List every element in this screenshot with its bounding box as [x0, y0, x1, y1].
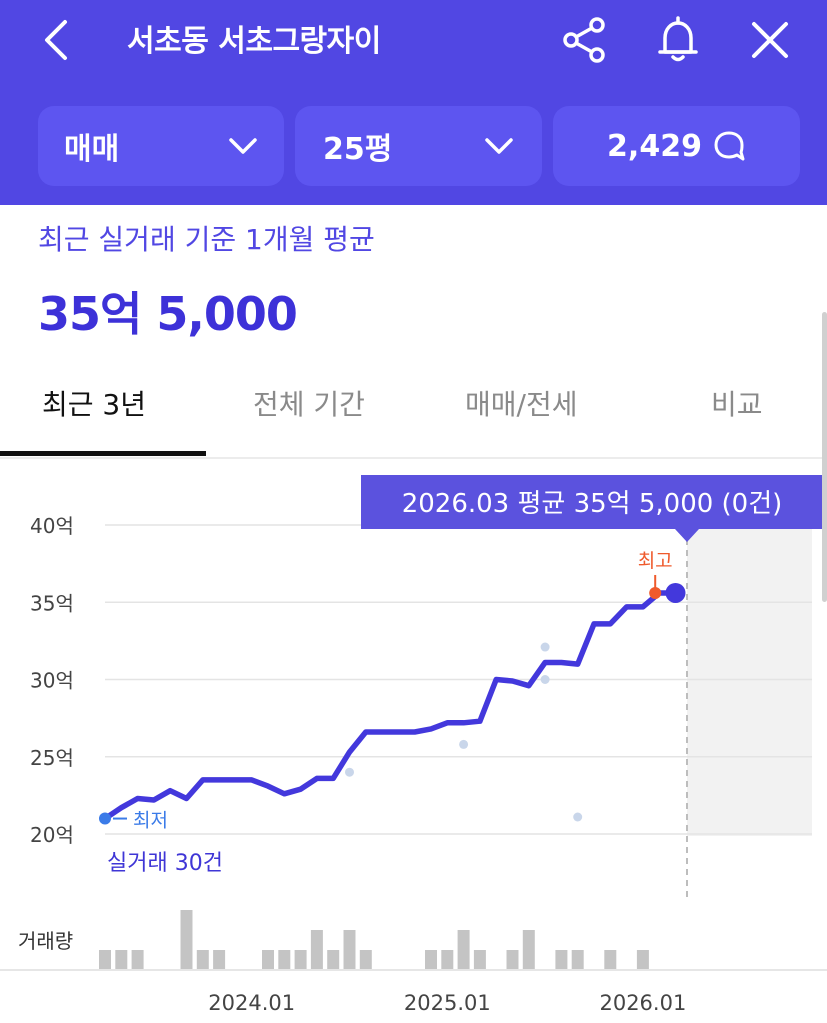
- max-point: [649, 586, 662, 599]
- volume-bar: [522, 930, 535, 970]
- scatter-point: [540, 642, 550, 652]
- volume-bar: [131, 950, 144, 970]
- volume-bar: [359, 950, 372, 970]
- deal-type-select[interactable]: 매매: [38, 106, 284, 186]
- chevron-left-icon: [45, 20, 67, 60]
- back-button[interactable]: [28, 12, 84, 68]
- min-label: 최저: [133, 810, 168, 832]
- min-point: [99, 812, 111, 825]
- speech-bubble-icon: [714, 131, 745, 161]
- scatter-point: [345, 767, 354, 777]
- period-tabs: 최근 3년 전체 기간 매매/전세 비교: [0, 365, 827, 459]
- close-icon: [752, 22, 788, 58]
- close-button[interactable]: [742, 12, 798, 68]
- volume-bar: [604, 950, 617, 970]
- page-title: 서초동 서초그랑자이: [127, 24, 381, 59]
- x-tick-label: 2025.01: [404, 991, 491, 1015]
- y-tick-label: 40억: [30, 514, 74, 538]
- scatter-point: [540, 675, 550, 684]
- summary-label: 최근 실거래 기준 1개월 평균: [38, 223, 375, 256]
- future-period-shade: [687, 528, 812, 836]
- trade-count-label: 실거래 30건: [107, 851, 223, 876]
- volume-bar: [196, 950, 209, 970]
- volume-bar: [278, 950, 291, 970]
- scrollbar[interactable]: [822, 312, 827, 602]
- y-tick-label: 30억: [30, 669, 74, 693]
- tab-compare[interactable]: 비교: [711, 388, 763, 421]
- chart-tooltip: 2026.03 평균 35억 5,000 (0건): [361, 475, 823, 542]
- x-tick-label: 2024.01: [208, 991, 295, 1015]
- x-tick-label: 2026.01: [599, 991, 686, 1015]
- scatter-point: [459, 739, 469, 749]
- active-tab-indicator: [0, 451, 206, 456]
- volume-bar: [571, 950, 584, 970]
- volume-bar: [506, 950, 519, 970]
- y-tick-label: 35억: [30, 591, 74, 615]
- volume-bar: [441, 950, 454, 970]
- volume-bar: [180, 910, 193, 970]
- volume-bar: [115, 950, 128, 970]
- chevron-down-icon: [229, 138, 257, 154]
- volume-bar: [636, 950, 649, 970]
- tooltip-text: 2026.03 평균 35억 5,000 (0건): [402, 489, 783, 519]
- share-icon: [563, 17, 605, 63]
- chart-grid: 20억 25억 30억 35억 40억: [30, 514, 812, 847]
- volume-bar: [310, 930, 323, 970]
- comment-count: 2,429: [607, 128, 702, 164]
- comments-button[interactable]: 2,429: [553, 106, 800, 186]
- share-button[interactable]: [556, 12, 612, 68]
- volume-bar: [473, 950, 486, 970]
- y-tick-label: 20억: [30, 823, 74, 847]
- volume-bar: [99, 950, 111, 970]
- volume-bar: [425, 950, 437, 970]
- volume-label: 거래량: [18, 929, 73, 953]
- volume-bars: [99, 910, 649, 970]
- chevron-down-icon: [485, 138, 513, 154]
- size-value: 25평: [323, 132, 393, 167]
- volume-bar: [294, 950, 307, 970]
- volume-bar: [457, 930, 470, 970]
- volume-bar: [327, 950, 340, 970]
- tab-sale-jeonse[interactable]: 매매/전세: [465, 388, 578, 421]
- volume-bar: [262, 950, 274, 970]
- volume-bar: [555, 950, 568, 970]
- tab-all-period[interactable]: 전체 기간: [253, 388, 365, 421]
- tab-recent-3-years[interactable]: 최근 3년: [42, 388, 146, 421]
- volume-bar: [343, 930, 356, 970]
- y-tick-label: 25억: [30, 746, 74, 770]
- volume-bar: [213, 950, 226, 970]
- size-select[interactable]: 25평: [295, 106, 542, 186]
- scatter-points: [345, 642, 583, 822]
- bell-icon: [658, 16, 698, 62]
- app-header: 서초동 서초그랑자이 매매 25평: [0, 0, 827, 205]
- current-point[interactable]: [665, 582, 686, 603]
- max-label: 최고: [638, 550, 673, 572]
- price-line: [102, 590, 679, 822]
- average-price: 35억 5,000: [38, 287, 298, 341]
- deal-type-value: 매매: [64, 132, 120, 167]
- scatter-point: [573, 812, 583, 822]
- alarm-button[interactable]: [650, 12, 706, 68]
